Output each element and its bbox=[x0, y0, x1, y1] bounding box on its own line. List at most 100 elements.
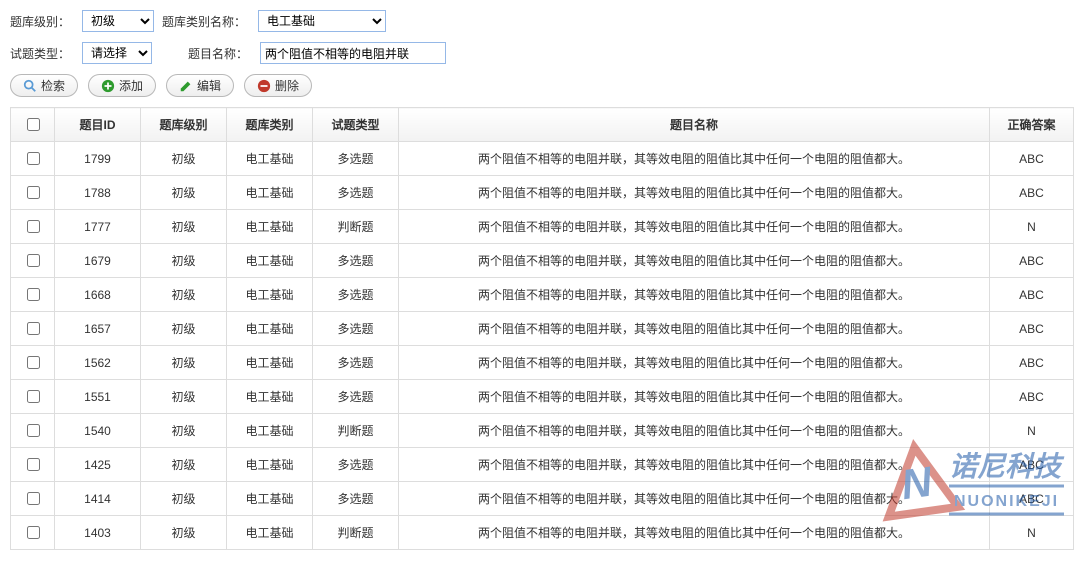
edit-button-label: 编辑 bbox=[197, 77, 221, 94]
cell-check bbox=[11, 414, 55, 448]
cell-answer: ABC bbox=[990, 380, 1074, 414]
cell-level: 初级 bbox=[141, 346, 227, 380]
cell-id: 1657 bbox=[55, 312, 141, 346]
cell-check bbox=[11, 312, 55, 346]
qtype-label: 试题类型： bbox=[10, 45, 70, 62]
cell-name: 两个阻值不相等的电阻并联，其等效电阻的阻值比其中任何一个电阻的阻值都大。 bbox=[399, 414, 990, 448]
table-row[interactable]: 1668初级电工基础多选题两个阻值不相等的电阻并联，其等效电阻的阻值比其中任何一… bbox=[11, 278, 1074, 312]
cell-answer: ABC bbox=[990, 142, 1074, 176]
row-checkbox[interactable] bbox=[27, 390, 40, 403]
edit-button[interactable]: 编辑 bbox=[166, 74, 234, 97]
cell-category: 电工基础 bbox=[227, 210, 313, 244]
cell-category: 电工基础 bbox=[227, 278, 313, 312]
cell-id: 1540 bbox=[55, 414, 141, 448]
table-row[interactable]: 1403初级电工基础判断题两个阻值不相等的电阻并联，其等效电阻的阻值比其中任何一… bbox=[11, 516, 1074, 550]
level-select[interactable]: 初级 bbox=[82, 10, 154, 32]
cell-level: 初级 bbox=[141, 414, 227, 448]
table-row[interactable]: 1777初级电工基础判断题两个阻值不相等的电阻并联，其等效电阻的阻值比其中任何一… bbox=[11, 210, 1074, 244]
cell-name: 两个阻值不相等的电阻并联，其等效电阻的阻值比其中任何一个电阻的阻值都大。 bbox=[399, 516, 990, 550]
cell-level: 初级 bbox=[141, 278, 227, 312]
cell-qtype: 多选题 bbox=[313, 244, 399, 278]
search-button[interactable]: 检索 bbox=[10, 74, 78, 97]
table-row[interactable]: 1799初级电工基础多选题两个阻值不相等的电阻并联，其等效电阻的阻值比其中任何一… bbox=[11, 142, 1074, 176]
table-row[interactable]: 1679初级电工基础多选题两个阻值不相等的电阻并联，其等效电阻的阻值比其中任何一… bbox=[11, 244, 1074, 278]
cell-id: 1679 bbox=[55, 244, 141, 278]
table-row[interactable]: 1551初级电工基础多选题两个阻值不相等的电阻并联，其等效电阻的阻值比其中任何一… bbox=[11, 380, 1074, 414]
qname-input[interactable] bbox=[260, 42, 446, 64]
search-button-label: 检索 bbox=[41, 77, 65, 94]
cell-qtype: 多选题 bbox=[313, 380, 399, 414]
cell-name: 两个阻值不相等的电阻并联，其等效电阻的阻值比其中任何一个电阻的阻值都大。 bbox=[399, 244, 990, 278]
cell-check bbox=[11, 516, 55, 550]
cell-qtype: 多选题 bbox=[313, 142, 399, 176]
row-checkbox[interactable] bbox=[27, 186, 40, 199]
cell-qtype: 多选题 bbox=[313, 312, 399, 346]
cell-name: 两个阻值不相等的电阻并联，其等效电阻的阻值比其中任何一个电阻的阻值都大。 bbox=[399, 312, 990, 346]
cell-level: 初级 bbox=[141, 482, 227, 516]
cell-answer: ABC bbox=[990, 244, 1074, 278]
table-row[interactable]: 1414初级电工基础多选题两个阻值不相等的电阻并联，其等效电阻的阻值比其中任何一… bbox=[11, 482, 1074, 516]
row-checkbox[interactable] bbox=[27, 526, 40, 539]
cell-qtype: 多选题 bbox=[313, 176, 399, 210]
cell-answer: N bbox=[990, 210, 1074, 244]
cell-id: 1799 bbox=[55, 142, 141, 176]
cell-id: 1403 bbox=[55, 516, 141, 550]
cell-id: 1788 bbox=[55, 176, 141, 210]
qtype-select[interactable]: 请选择 bbox=[82, 42, 152, 64]
row-checkbox[interactable] bbox=[27, 288, 40, 301]
cell-qtype: 判断题 bbox=[313, 414, 399, 448]
header-id: 题目ID bbox=[55, 108, 141, 142]
pencil-icon bbox=[179, 79, 193, 93]
row-checkbox[interactable] bbox=[27, 152, 40, 165]
minus-icon bbox=[257, 79, 271, 93]
row-checkbox[interactable] bbox=[27, 356, 40, 369]
cell-check bbox=[11, 244, 55, 278]
row-checkbox[interactable] bbox=[27, 220, 40, 233]
row-checkbox[interactable] bbox=[27, 458, 40, 471]
cell-qtype: 多选题 bbox=[313, 278, 399, 312]
add-button[interactable]: 添加 bbox=[88, 74, 156, 97]
cell-name: 两个阻值不相等的电阻并联，其等效电阻的阻值比其中任何一个电阻的阻值都大。 bbox=[399, 346, 990, 380]
table-row[interactable]: 1425初级电工基础多选题两个阻值不相等的电阻并联，其等效电阻的阻值比其中任何一… bbox=[11, 448, 1074, 482]
level-label: 题库级别： bbox=[10, 13, 70, 30]
cell-check bbox=[11, 176, 55, 210]
cell-answer: ABC bbox=[990, 448, 1074, 482]
table-row[interactable]: 1657初级电工基础多选题两个阻值不相等的电阻并联，其等效电阻的阻值比其中任何一… bbox=[11, 312, 1074, 346]
cell-category: 电工基础 bbox=[227, 244, 313, 278]
cell-name: 两个阻值不相等的电阻并联，其等效电阻的阻值比其中任何一个电阻的阻值都大。 bbox=[399, 210, 990, 244]
cell-check bbox=[11, 482, 55, 516]
cell-category: 电工基础 bbox=[227, 448, 313, 482]
header-qtype: 试题类型 bbox=[313, 108, 399, 142]
header-check bbox=[11, 108, 55, 142]
cell-id: 1562 bbox=[55, 346, 141, 380]
delete-button[interactable]: 删除 bbox=[244, 74, 312, 97]
cell-level: 初级 bbox=[141, 516, 227, 550]
cell-answer: ABC bbox=[990, 278, 1074, 312]
cell-category: 电工基础 bbox=[227, 346, 313, 380]
add-button-label: 添加 bbox=[119, 77, 143, 94]
cell-answer: ABC bbox=[990, 346, 1074, 380]
cell-id: 1551 bbox=[55, 380, 141, 414]
data-table: 题目ID 题库级别 题库类别 试题类型 题目名称 正确答案 1799初级电工基础… bbox=[10, 107, 1074, 550]
table-row[interactable]: 1788初级电工基础多选题两个阻值不相等的电阻并联，其等效电阻的阻值比其中任何一… bbox=[11, 176, 1074, 210]
row-checkbox[interactable] bbox=[27, 254, 40, 267]
filter-row-1: 题库级别： 初级 题库类别名称： 电工基础 bbox=[10, 10, 1074, 32]
cell-category: 电工基础 bbox=[227, 176, 313, 210]
cell-level: 初级 bbox=[141, 312, 227, 346]
row-checkbox[interactable] bbox=[27, 424, 40, 437]
table-row[interactable]: 1540初级电工基础判断题两个阻值不相等的电阻并联，其等效电阻的阻值比其中任何一… bbox=[11, 414, 1074, 448]
cell-check bbox=[11, 380, 55, 414]
filter-row-2: 试题类型： 请选择 题目名称： bbox=[10, 42, 1074, 64]
category-select[interactable]: 电工基础 bbox=[258, 10, 386, 32]
header-level: 题库级别 bbox=[141, 108, 227, 142]
cell-qtype: 多选题 bbox=[313, 482, 399, 516]
category-label: 题库类别名称： bbox=[162, 13, 246, 30]
row-checkbox[interactable] bbox=[27, 492, 40, 505]
header-answer: 正确答案 bbox=[990, 108, 1074, 142]
cell-check bbox=[11, 346, 55, 380]
table-row[interactable]: 1562初级电工基础多选题两个阻值不相等的电阻并联，其等效电阻的阻值比其中任何一… bbox=[11, 346, 1074, 380]
select-all-checkbox[interactable] bbox=[27, 118, 40, 131]
row-checkbox[interactable] bbox=[27, 322, 40, 335]
delete-button-label: 删除 bbox=[275, 77, 299, 94]
cell-level: 初级 bbox=[141, 210, 227, 244]
